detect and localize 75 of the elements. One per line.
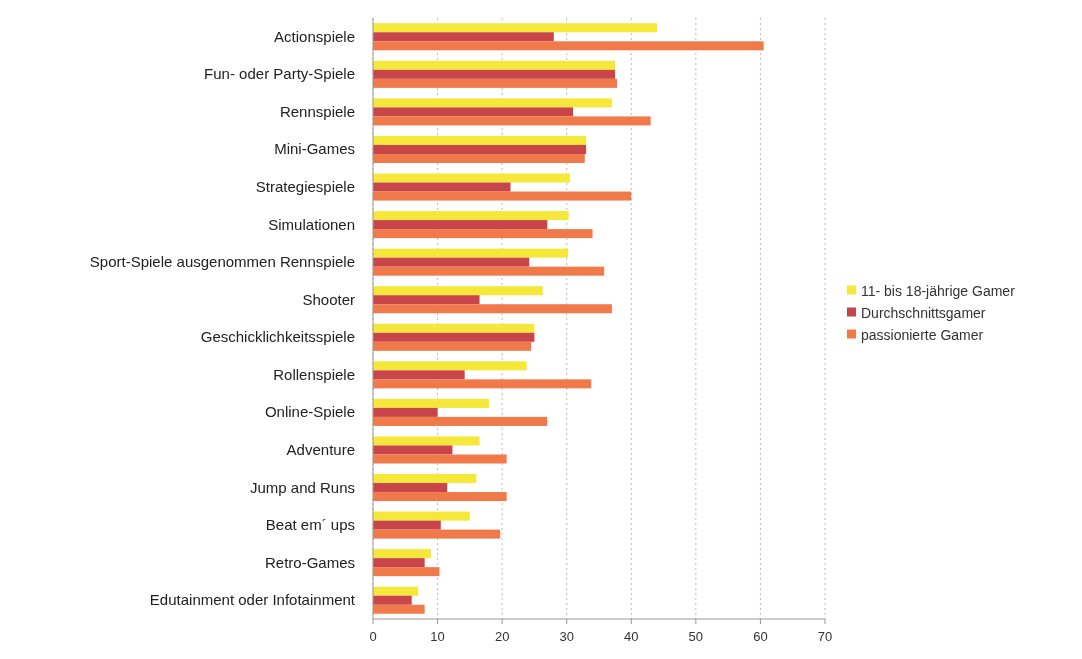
bar [373, 286, 543, 296]
bar [373, 144, 587, 154]
y-tick-label: Actionspiele [274, 27, 355, 45]
bar [373, 604, 425, 614]
bar [373, 211, 569, 221]
bar [373, 445, 453, 455]
bar [373, 595, 412, 605]
bar [373, 407, 438, 417]
bar [373, 483, 448, 493]
y-tick-label: Sport-Spiele ausgenommen Rennspiele [89, 253, 355, 271]
x-tick-label: 50 [688, 629, 704, 644]
bar [373, 379, 592, 389]
legend-label: Durchschnittsgamer [861, 304, 986, 321]
bar [373, 361, 527, 371]
legend-label: passionierte Gamer [861, 326, 984, 343]
y-tick-label: Shooter [302, 290, 355, 308]
bar [373, 511, 470, 521]
x-tick-label: 0 [369, 629, 377, 644]
y-tick-label: Rollenspiele [273, 365, 355, 383]
x-tick-label: 60 [753, 629, 768, 644]
y-tick-label: Mini-Games [274, 140, 355, 158]
bar [373, 173, 570, 183]
bar [373, 78, 618, 88]
bar [373, 191, 632, 201]
x-tick-label: 10 [430, 629, 445, 644]
y-tick-label: Online-Spiele [264, 403, 355, 421]
bar [373, 107, 574, 117]
bar [373, 248, 569, 258]
bar [373, 32, 554, 42]
bar [373, 295, 480, 305]
y-tick-label: Rennspiele [279, 102, 355, 120]
bar [373, 341, 532, 351]
bar [373, 116, 651, 126]
bar [373, 586, 419, 596]
bar [373, 60, 616, 70]
y-tick-label: Retro-Games [264, 553, 355, 571]
y-tick-label: Geschicklichkeitsspiele [200, 328, 355, 346]
bar [373, 370, 465, 380]
x-tick-label: 40 [624, 629, 639, 644]
legend-label: 11- bis 18-jährige Gamer [861, 282, 1016, 299]
bar [373, 436, 480, 446]
bar [373, 266, 605, 276]
y-tick-label: Edutainment oder Infotainment [149, 591, 356, 609]
bar [373, 220, 548, 230]
bar [373, 332, 535, 342]
bar [373, 567, 440, 577]
x-tick-label: 30 [559, 629, 574, 644]
bar [373, 23, 658, 33]
bar [373, 257, 530, 267]
x-tick-label: 20 [494, 629, 510, 644]
bar [373, 529, 501, 539]
bar [373, 492, 507, 502]
y-tick-label: Fun- oder Party-Spiele [204, 65, 355, 83]
bar [373, 98, 612, 108]
x-tick-label: 70 [817, 629, 833, 644]
bar [373, 153, 585, 163]
y-tick-label: Jump and Runs [249, 478, 355, 496]
y-tick-label: Simulationen [268, 215, 355, 233]
bar [373, 229, 593, 239]
bar [373, 398, 490, 408]
bar [373, 135, 587, 145]
bar [373, 41, 764, 51]
bar [373, 182, 511, 192]
bar [373, 416, 548, 426]
bar [373, 520, 441, 530]
bar [373, 323, 535, 333]
bar [373, 474, 477, 484]
y-tick-label: Beat em´ ups [265, 516, 355, 534]
bar [373, 304, 612, 314]
bar [373, 69, 616, 79]
bar [373, 454, 507, 464]
bar [373, 558, 425, 568]
y-tick-label: Adventure [286, 440, 355, 458]
y-tick-label: Strategiespiele [255, 178, 355, 196]
bar [373, 549, 432, 559]
